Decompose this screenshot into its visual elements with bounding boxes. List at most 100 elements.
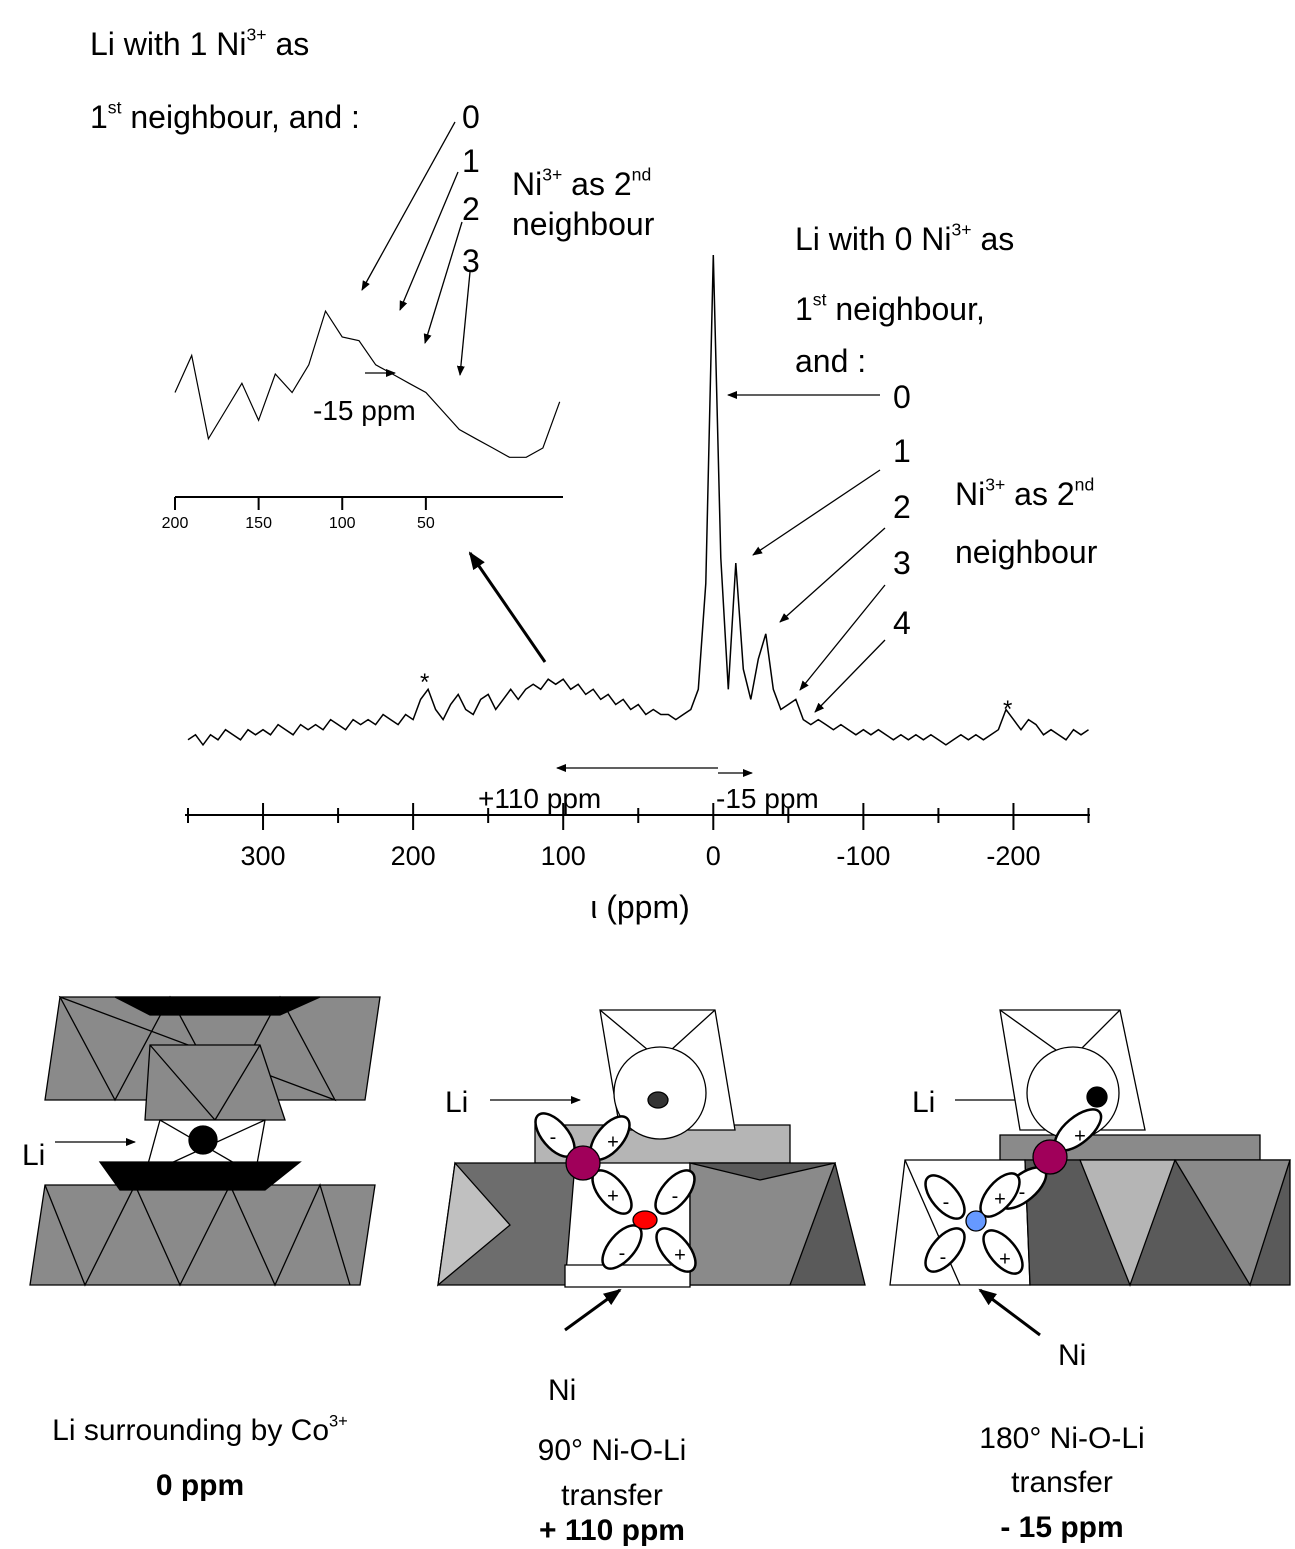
structure-90 bbox=[437, 1009, 866, 1288]
superscript: 3+ bbox=[247, 25, 267, 45]
text-run: transfer bbox=[1011, 1466, 1113, 1499]
text-run: Ni bbox=[955, 476, 985, 512]
orbital-sign: - bbox=[672, 1185, 679, 1207]
annotation: 1 bbox=[462, 143, 480, 179]
superscript: nd bbox=[1075, 475, 1095, 495]
orbital-sign: + bbox=[674, 1244, 686, 1266]
annotation: Ni3+ as 2nd bbox=[512, 165, 651, 202]
x-tick-label: -100 bbox=[836, 841, 890, 871]
x-tick-label: 0 bbox=[706, 841, 721, 871]
annotation: and : bbox=[795, 343, 866, 379]
orbital-sign: + bbox=[1074, 1125, 1086, 1147]
text-run: 90° Ni-O-Li bbox=[538, 1434, 687, 1467]
annotation: neighbour bbox=[955, 534, 1098, 570]
text-run: 3 bbox=[462, 243, 480, 279]
superscript: 3+ bbox=[952, 220, 972, 240]
text-run: 2 bbox=[893, 489, 911, 525]
superscript: st bbox=[108, 98, 122, 118]
annotation: -15 ppm bbox=[716, 783, 819, 814]
annotation: 1st neighbour, bbox=[795, 290, 985, 327]
shift-value: + 110 ppm bbox=[539, 1514, 685, 1547]
annotation: 1st neighbour, and : bbox=[90, 98, 360, 135]
x-tick-label: -200 bbox=[986, 841, 1040, 871]
spectrum-line bbox=[174, 309, 561, 458]
annotation: 1 bbox=[893, 433, 911, 469]
superscript: st bbox=[813, 290, 827, 310]
annotation: Li with 1 Ni3+ as bbox=[90, 25, 309, 62]
text-run: +110 ppm bbox=[478, 783, 601, 814]
text-run: neighbour bbox=[955, 534, 1098, 570]
atom-label: Li bbox=[445, 1086, 468, 1119]
x-tick-label: 200 bbox=[391, 841, 436, 871]
text-run: as 2 bbox=[562, 166, 631, 202]
orbital-sign: - bbox=[940, 1246, 947, 1268]
text-run: as bbox=[972, 221, 1015, 257]
atom-label: Li bbox=[912, 1086, 935, 1119]
orbital-sign: - bbox=[550, 1126, 557, 1148]
text-run: Ni bbox=[512, 166, 542, 202]
annotation: 3 bbox=[462, 243, 480, 279]
text-run: 2 bbox=[462, 191, 480, 227]
x-tick-label: 100 bbox=[541, 841, 586, 871]
text-run: 1 bbox=[90, 99, 108, 135]
x-axis-label: ι (ppm) bbox=[590, 889, 690, 925]
text-run: 0 bbox=[893, 379, 911, 415]
annotation: * bbox=[420, 669, 429, 696]
text-run: transfer bbox=[561, 1479, 663, 1512]
annotation: +110 ppm bbox=[478, 783, 601, 814]
spectrum-line bbox=[187, 254, 1089, 747]
annotation: Ni3+ as 2nd bbox=[955, 475, 1094, 512]
orbital-sign: - bbox=[943, 1191, 950, 1213]
annotation: Li with 0 Ni3+ as bbox=[795, 220, 1014, 257]
text-run: 1 bbox=[795, 291, 813, 327]
text-run: Li surrounding by Co bbox=[52, 1414, 329, 1447]
annotation: * bbox=[1003, 696, 1012, 723]
text-run: 3 bbox=[893, 545, 911, 581]
annotation: 0 bbox=[462, 99, 480, 135]
annotation: 2 bbox=[893, 489, 911, 525]
caption: Li surrounding by Co3+ bbox=[52, 1413, 348, 1448]
text-run: as 2 bbox=[1005, 476, 1074, 512]
text-run: 1 bbox=[893, 433, 911, 469]
text-run: and : bbox=[795, 343, 866, 379]
annotation: 2 bbox=[462, 191, 480, 227]
orbital-sign: + bbox=[607, 1131, 619, 1153]
text-run: neighbour, bbox=[826, 291, 984, 327]
text-run: * bbox=[420, 669, 429, 696]
text-run: neighbour, and : bbox=[121, 99, 359, 135]
caption: 90° Ni-O-Li bbox=[538, 1434, 687, 1467]
atom-label: Li bbox=[22, 1139, 45, 1172]
superscript: 3+ bbox=[329, 1413, 348, 1431]
superscript: 3+ bbox=[542, 165, 562, 185]
orbital-sign: - bbox=[1019, 1181, 1026, 1203]
x-tick-label: 300 bbox=[241, 841, 286, 871]
text-run: * bbox=[1003, 696, 1012, 723]
arrows bbox=[55, 121, 1051, 1337]
orbital-sign: + bbox=[994, 1188, 1006, 1210]
x-tick-label: 100 bbox=[329, 515, 356, 532]
atom-label: Ni bbox=[1058, 1339, 1086, 1372]
annotation: neighbour bbox=[512, 206, 655, 242]
structure-co bbox=[29, 995, 381, 1287]
atom-label: Ni bbox=[548, 1374, 576, 1407]
superscript: 3+ bbox=[985, 475, 1005, 495]
x-tick-label: 200 bbox=[162, 515, 189, 532]
text-run: 180° Ni-O-Li bbox=[979, 1422, 1144, 1455]
annotation: 0 bbox=[893, 379, 911, 415]
shift-value: 0 ppm bbox=[156, 1469, 244, 1502]
text-run: 0 bbox=[462, 99, 480, 135]
annotation: 4 bbox=[893, 605, 911, 641]
text-run: 1 bbox=[462, 143, 480, 179]
text-run: -15 ppm bbox=[716, 783, 819, 814]
annotation: 3 bbox=[893, 545, 911, 581]
caption: transfer bbox=[1011, 1466, 1113, 1499]
x-tick-label: 150 bbox=[245, 515, 272, 532]
text-run: 4 bbox=[893, 605, 911, 641]
shift-value: - 15 ppm bbox=[1000, 1511, 1123, 1544]
text-run: Li with 0 Ni bbox=[795, 221, 952, 257]
orbital-sign: - bbox=[619, 1242, 626, 1264]
annotation: -15 ppm bbox=[313, 395, 416, 426]
text-run: Li with 1 Ni bbox=[90, 26, 247, 62]
text-run: -15 ppm bbox=[313, 395, 416, 426]
